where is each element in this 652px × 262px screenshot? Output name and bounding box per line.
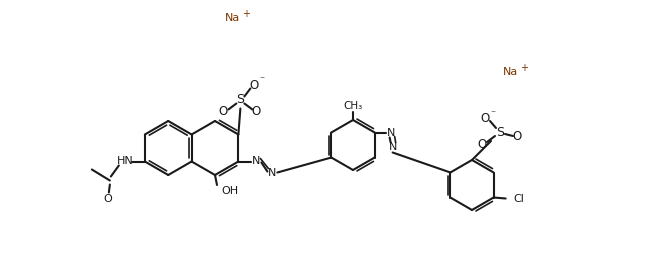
Text: O: O <box>252 105 261 118</box>
Text: OH: OH <box>221 186 238 196</box>
Text: O: O <box>219 105 228 118</box>
Text: O: O <box>512 130 522 144</box>
Text: +: + <box>520 63 528 73</box>
Text: ⁻: ⁻ <box>490 109 496 119</box>
Text: O: O <box>477 138 486 150</box>
Text: CH₃: CH₃ <box>344 101 363 111</box>
Text: Cl: Cl <box>514 194 524 205</box>
Text: O: O <box>481 112 490 124</box>
Text: S: S <box>496 125 504 139</box>
Text: N: N <box>389 143 397 152</box>
Text: S: S <box>237 93 244 106</box>
Text: Na: Na <box>503 67 518 77</box>
Text: HN: HN <box>117 156 133 166</box>
Text: N: N <box>387 128 395 138</box>
Text: Na: Na <box>224 13 240 23</box>
Text: O: O <box>104 194 112 204</box>
Text: O: O <box>250 79 259 92</box>
Text: ⁻: ⁻ <box>259 75 265 85</box>
Text: N: N <box>252 156 261 166</box>
Text: N: N <box>268 167 276 177</box>
Text: +: + <box>242 9 250 19</box>
